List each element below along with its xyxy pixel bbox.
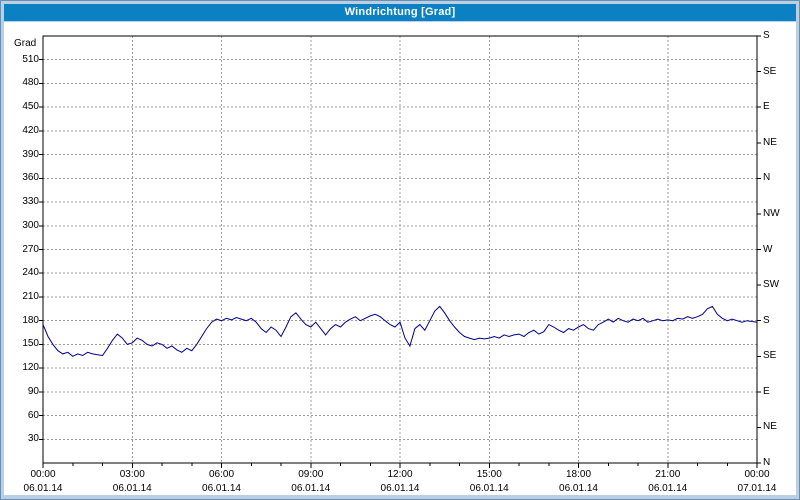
chart-panel	[4, 22, 796, 495]
y-tick-label: 450	[22, 101, 39, 113]
y-tick-label: 420	[22, 124, 39, 136]
x-time-label: 00:00	[30, 469, 56, 480]
x-time-label: 00:00	[744, 469, 770, 480]
x-date-label: 06.01.14	[559, 483, 598, 494]
y-tick-label: 150	[22, 338, 39, 350]
right-axis-label: NE	[763, 136, 777, 148]
x-time-label: 15:00	[476, 469, 502, 480]
right-axis-label: SW	[763, 279, 780, 291]
right-axis-label: S	[763, 30, 770, 41]
y-tick-label: 60	[27, 409, 39, 421]
right-axis-label: N	[763, 457, 771, 468]
y-tick-label: 30	[27, 433, 39, 445]
x-date-label: 06.01.14	[380, 483, 420, 494]
x-date-label: 06.01.14	[23, 483, 63, 494]
y-tick-label: 180	[22, 314, 39, 326]
right-axis-label: NW	[763, 207, 780, 219]
right-axis-label: S	[763, 314, 770, 326]
y-tick-label: 90	[27, 385, 39, 397]
x-date-label: 06.01.14	[648, 483, 688, 494]
y-tick-label: 480	[22, 77, 39, 89]
right-axis-label: W	[763, 243, 773, 255]
y-tick-label: 240	[22, 267, 39, 279]
y-tick-label: 300	[22, 219, 39, 231]
right-axis-label: SE	[763, 65, 777, 77]
y-tick-label: 390	[22, 148, 39, 160]
x-time-label: 18:00	[565, 469, 592, 480]
x-date-label: 06.01.14	[112, 483, 152, 494]
x-time-label: 21:00	[655, 469, 681, 480]
x-date-label: 06.01.14	[469, 483, 509, 494]
right-axis-label: N	[763, 172, 771, 184]
x-time-label: 03:00	[119, 469, 145, 480]
x-time-label: 06:00	[208, 469, 235, 480]
right-axis-label: SE	[763, 350, 777, 362]
x-date-label: 06.01.14	[202, 483, 241, 494]
y-tick-label: 120	[22, 362, 39, 374]
y-tick-label: 270	[22, 243, 39, 255]
x-date-label: 07.01.14	[737, 483, 777, 494]
x-time-label: 12:00	[387, 469, 413, 480]
y-tick-label: 510	[22, 53, 39, 65]
x-date-label: 06.01.14	[291, 483, 331, 494]
chart-titlebar: Windrichtung [Grad]	[4, 4, 796, 21]
right-axis-label: NE	[763, 421, 777, 433]
y-axis-title: Grad	[14, 38, 37, 49]
right-axis-label: E	[763, 385, 770, 397]
right-axis-label: E	[763, 101, 770, 113]
x-time-label: 09:00	[298, 469, 324, 480]
y-tick-label: 330	[22, 196, 39, 208]
y-tick-label: 360	[22, 172, 39, 184]
y-tick-label: 210	[22, 290, 39, 302]
